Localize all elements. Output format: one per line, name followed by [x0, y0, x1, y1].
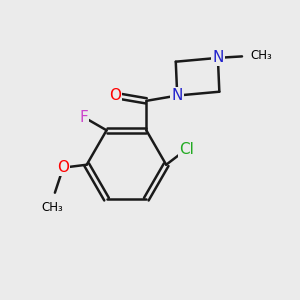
- Text: F: F: [79, 110, 88, 124]
- Text: O: O: [57, 160, 69, 175]
- Text: CH₃: CH₃: [42, 201, 63, 214]
- Text: CH₃: CH₃: [251, 49, 273, 62]
- Text: O: O: [110, 88, 122, 103]
- Text: N: N: [212, 50, 224, 65]
- Text: Cl: Cl: [179, 142, 194, 157]
- Text: N: N: [172, 88, 183, 103]
